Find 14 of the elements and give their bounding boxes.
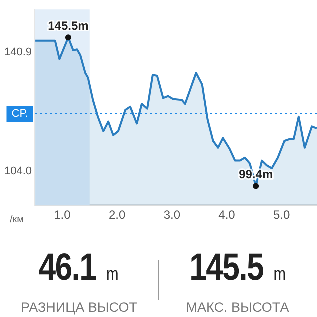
x-tick-label: 5.0 bbox=[274, 208, 291, 222]
text: 46.1 m bbox=[39, 247, 120, 291]
text: МАКС. ВЫСОТА bbox=[185, 300, 290, 315]
x-tick-label: 1.0 bbox=[54, 208, 72, 222]
x-axis-title: /км bbox=[10, 214, 24, 226]
x-tick-label: 4.0 bbox=[218, 208, 236, 222]
y-tick-label: 104.0 bbox=[4, 165, 32, 178]
text: РАЗНИЦА ВЫСОТ bbox=[20, 300, 138, 315]
ref-line-label: СР. bbox=[12, 108, 28, 120]
x-tick-label: 3.0 bbox=[164, 208, 181, 222]
x-tick-label: 2.0 bbox=[108, 208, 126, 222]
text: 145.5 m bbox=[190, 247, 286, 291]
annotation: 145.5m bbox=[48, 18, 89, 33]
y-tick-label: 140.9 bbox=[4, 46, 32, 59]
